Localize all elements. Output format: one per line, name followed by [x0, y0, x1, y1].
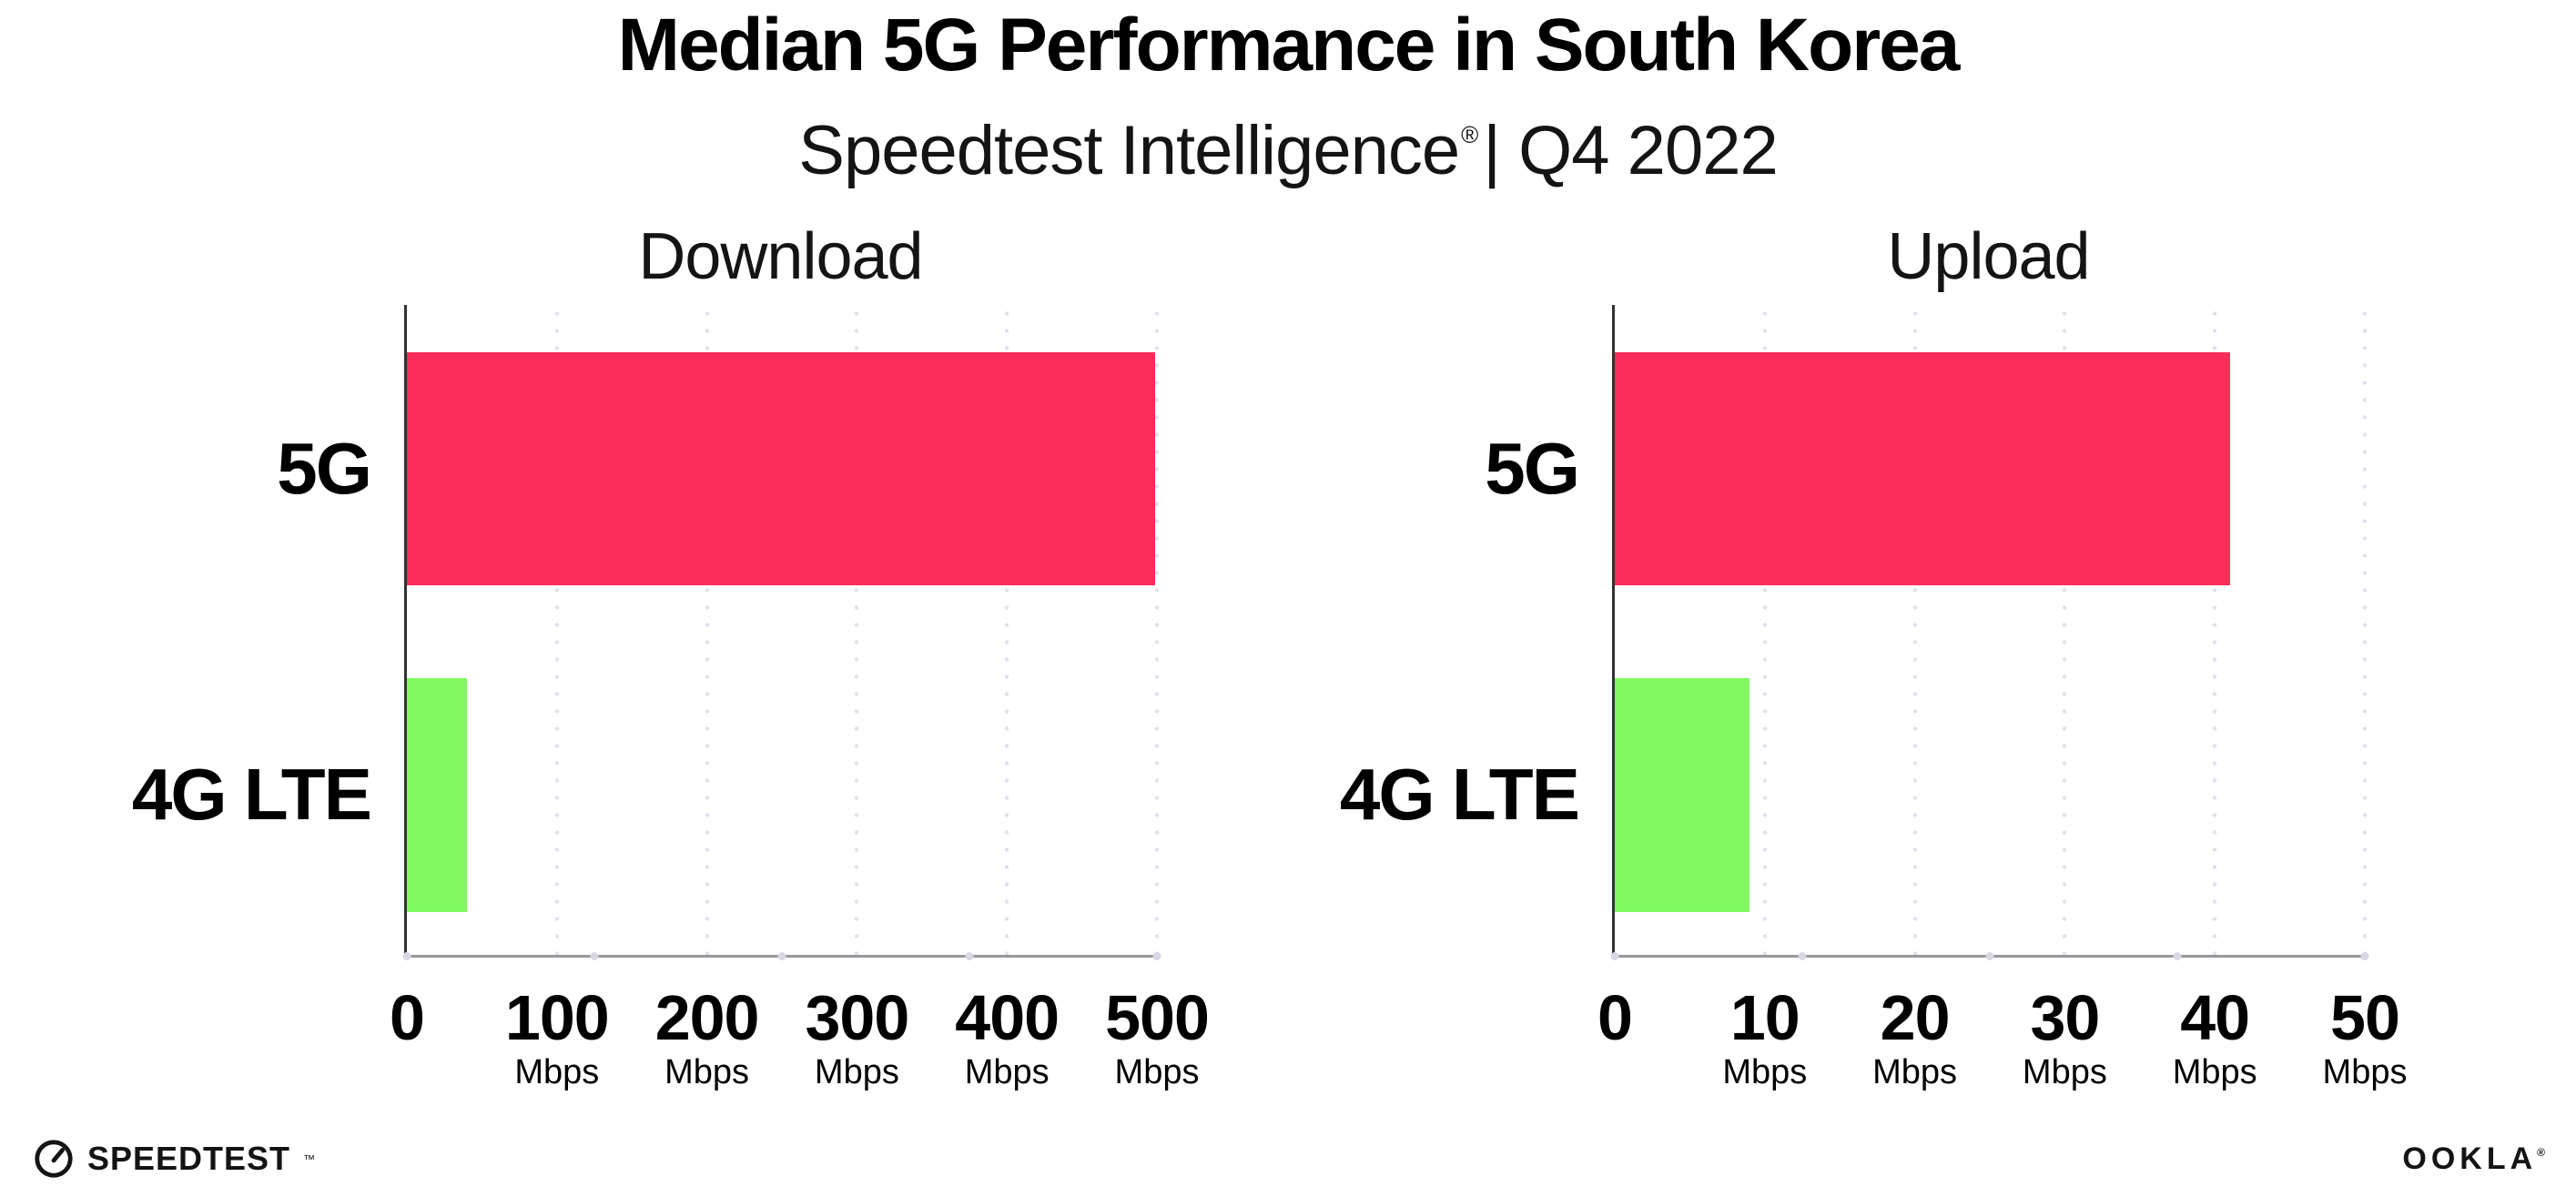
- category-label-4g-lte: 4G LTE: [1339, 754, 1580, 835]
- axis-minor-tick: [777, 952, 786, 960]
- x-tick: 50 Mbps: [2323, 986, 2408, 1090]
- axis-minor-tick: [2173, 952, 2182, 960]
- x-tick-value: 50: [2330, 982, 2400, 1053]
- x-tick-unit: Mbps: [814, 1053, 899, 1091]
- x-tick-value: 30: [2030, 982, 2100, 1053]
- x-tick: 10 Mbps: [1722, 986, 1807, 1090]
- x-tick-unit: Mbps: [664, 1053, 750, 1091]
- gridline: [2362, 305, 2368, 955]
- x-tick: 500 Mbps: [1105, 982, 1210, 1091]
- speedtest-gauge-icon: [33, 1138, 75, 1180]
- bar-4g-lte-download: [407, 678, 467, 912]
- x-tick-value: 300: [805, 982, 909, 1053]
- x-tick: 30 Mbps: [2023, 986, 2107, 1090]
- axis-minor-tick: [1152, 952, 1161, 960]
- x-tick-unit: Mbps: [514, 1053, 600, 1091]
- x-tick: 200 Mbps: [654, 982, 760, 1091]
- x-tick-unit: Mbps: [1722, 1053, 1808, 1091]
- axis-minor-tick: [1985, 952, 1994, 960]
- x-tick-value: 0: [1597, 982, 1633, 1053]
- x-tick: 0: [1597, 982, 1633, 1090]
- bar-5g-download: [407, 352, 1156, 585]
- chart-title-download: Download: [638, 220, 923, 293]
- axis-minor-tick: [402, 952, 411, 960]
- category-label-5g: 5G: [1485, 428, 1580, 509]
- x-tick-value: 20: [1880, 982, 1951, 1053]
- plot-area-download: 5G 4G LTE 0 100 Mbps 200 Mbps 300 Mbps: [132, 305, 1210, 1090]
- registered-mark: ®: [2537, 1146, 2545, 1159]
- axis-minor-tick: [1798, 952, 1807, 960]
- x-tick-value: 500: [1105, 982, 1210, 1053]
- x-tick-value: 10: [1729, 982, 1800, 1053]
- ookla-logo: OOKLA®: [2402, 1141, 2545, 1177]
- subtitle-separator: |: [1483, 112, 1501, 189]
- x-tick-unit: Mbps: [1872, 1053, 1958, 1091]
- x-tick-value: 400: [955, 982, 1060, 1053]
- x-tick: 40 Mbps: [2173, 986, 2257, 1090]
- x-tick: 100 Mbps: [504, 982, 610, 1091]
- page-subtitle: Speedtest Intelligence®| Q4 2022: [0, 93, 2576, 193]
- axis-minor-tick: [590, 952, 599, 960]
- x-tick: 20 Mbps: [1872, 986, 1957, 1090]
- chart-panel-download: Download 5G 4G LTE 0 100 Mbps: [132, 0, 1210, 1197]
- subtitle-period: Q4 2022: [1518, 112, 1779, 189]
- category-label-5g: 5G: [277, 428, 372, 509]
- bar-4g-lte-upload: [1615, 678, 1750, 912]
- x-tick-unit: Mbps: [2172, 1053, 2257, 1091]
- chart-panel-upload: Upload 5G 4G LTE 0 10 Mbps: [1340, 0, 2408, 1197]
- x-tick: 300 Mbps: [805, 982, 909, 1091]
- x-tick-unit: Mbps: [964, 1053, 1050, 1091]
- x-tick-value: 40: [2180, 982, 2250, 1053]
- trademark-mark: ™: [303, 1151, 316, 1166]
- speedtest-logo: SPEEDTEST ™: [33, 1138, 315, 1180]
- speedtest-wordmark: SPEEDTEST: [87, 1140, 291, 1177]
- subtitle-brand: Speedtest Intelligence: [798, 112, 1460, 189]
- x-tick-unit: [390, 1054, 424, 1090]
- ookla-wordmark: OOKLA: [2402, 1141, 2538, 1176]
- x-tick: 400 Mbps: [955, 982, 1060, 1091]
- x-tick-unit: [1597, 1054, 1632, 1090]
- x-tick-unit: Mbps: [1114, 1053, 1200, 1091]
- axis-minor-tick: [1610, 952, 1619, 960]
- x-tick-value: 200: [654, 982, 760, 1053]
- page-title: Median 5G Performance in South Korea: [617, 4, 1961, 86]
- chart-title-upload: Upload: [1887, 220, 2090, 293]
- category-label-4g-lte: 4G LTE: [131, 754, 372, 835]
- axis-minor-tick: [965, 952, 974, 960]
- bar-5g-upload: [1615, 352, 2230, 585]
- axis-minor-tick: [2360, 952, 2369, 960]
- x-tick: 0: [390, 982, 425, 1090]
- x-tick-unit: Mbps: [2322, 1053, 2408, 1091]
- x-tick-value: 0: [390, 982, 425, 1053]
- plot-area-upload: 5G 4G LTE 0 10 Mbps 20 Mbps 30 Mbps: [1340, 305, 2407, 1090]
- registered-mark: ®: [1461, 121, 1478, 148]
- x-tick-value: 100: [504, 982, 610, 1053]
- x-tick-unit: Mbps: [2022, 1053, 2107, 1091]
